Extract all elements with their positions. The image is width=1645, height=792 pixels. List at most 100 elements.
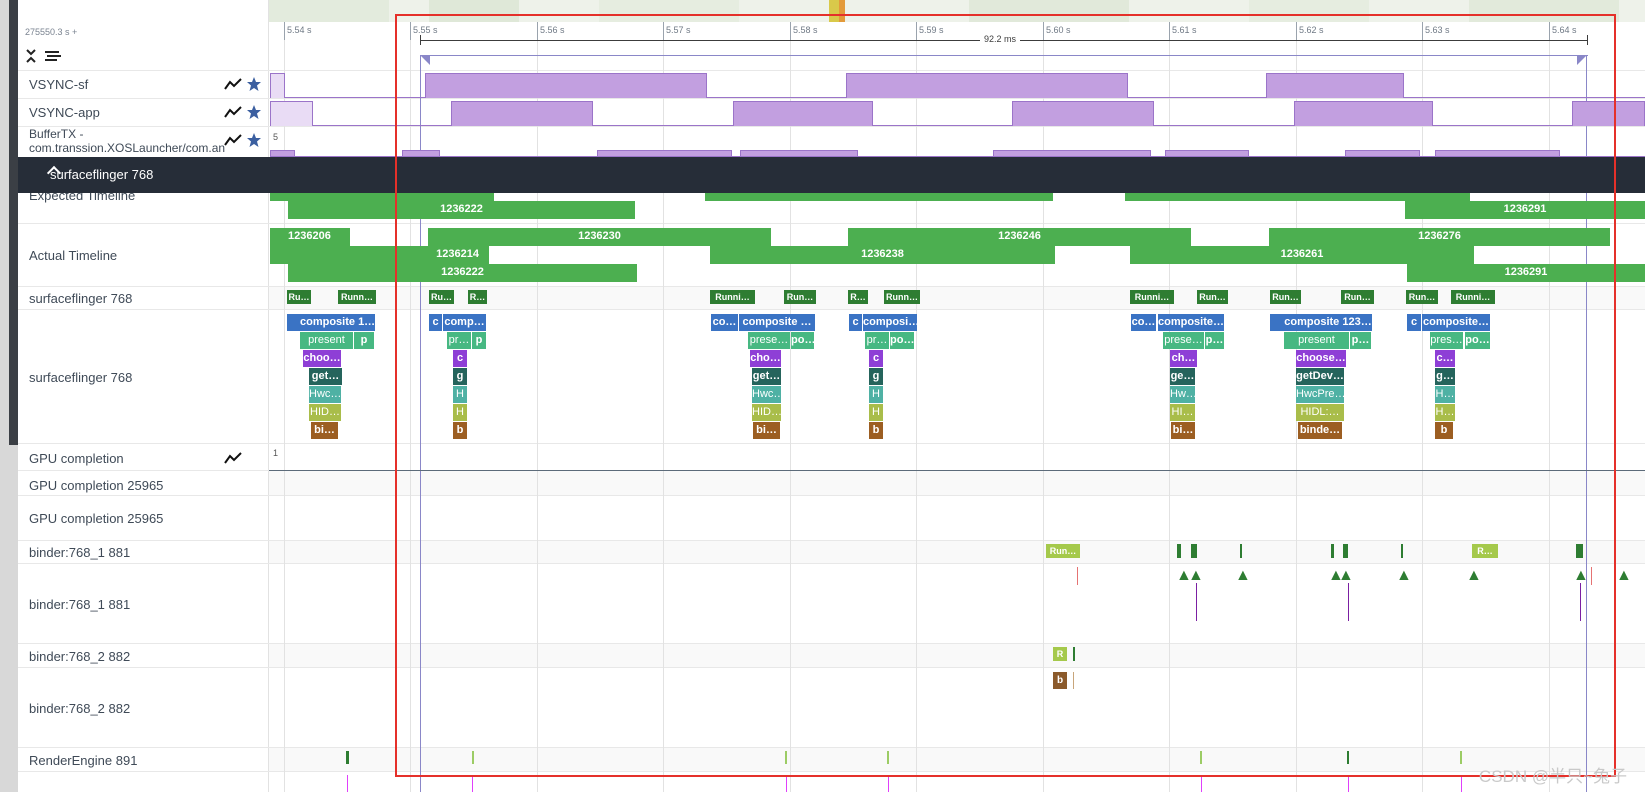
binder-slice[interactable]: bi… bbox=[311, 422, 338, 439]
running-slice[interactable]: Ru… bbox=[429, 290, 454, 304]
instant-event-icon[interactable]: ▲ bbox=[1573, 567, 1589, 584]
expected-frame[interactable]: 1236291 bbox=[1405, 201, 1645, 219]
track-label-gpu-completion[interactable]: GPU completion bbox=[29, 451, 124, 466]
buffertx-bar[interactable] bbox=[993, 150, 1151, 157]
present-slice[interactable]: prese… bbox=[748, 332, 790, 349]
chart-line-icon[interactable] bbox=[224, 451, 242, 468]
actual-frame[interactable]: 1236230 bbox=[428, 228, 771, 246]
post-slice[interactable]: po… bbox=[1465, 332, 1490, 349]
composite-slice[interactable] bbox=[1270, 314, 1284, 331]
track-label-binder-881-thread[interactable]: binder:768_1 881 bbox=[29, 597, 131, 612]
choose-slice[interactable]: cho… bbox=[750, 350, 781, 367]
track-label-actual[interactable]: Actual Timeline bbox=[29, 248, 118, 263]
composite-slice[interactable]: c bbox=[1407, 314, 1421, 331]
actual-frame[interactable]: 1236238 bbox=[710, 246, 1055, 264]
track-label-buffertx[interactable]: BufferTX - bbox=[29, 127, 84, 141]
instant-event-icon[interactable]: ▲ bbox=[1466, 567, 1482, 584]
selection-start-handle[interactable] bbox=[420, 55, 430, 65]
buffertx-bar[interactable] bbox=[402, 150, 440, 157]
running-slice[interactable]: Run… bbox=[1046, 544, 1080, 558]
composite-slice[interactable]: co… bbox=[711, 314, 738, 331]
overview-minimap[interactable] bbox=[269, 0, 1645, 22]
process-group-header[interactable]: surfaceflinger 768 bbox=[18, 157, 1645, 193]
running-slice[interactable]: Runni… bbox=[1451, 290, 1495, 304]
composite-slice[interactable] bbox=[287, 314, 300, 331]
composite-slice[interactable]: composite 123… bbox=[1284, 314, 1372, 331]
vsync-app-pulse[interactable] bbox=[451, 101, 593, 126]
binder-slice[interactable]: b bbox=[869, 422, 883, 439]
present-slice[interactable]: prese… bbox=[1163, 332, 1204, 349]
hwc-slice[interactable]: H bbox=[869, 386, 883, 403]
running-slice[interactable]: Run… bbox=[1270, 290, 1301, 304]
actual-frame[interactable]: 1236222 bbox=[288, 264, 637, 282]
choose-slice[interactable]: ch… bbox=[1170, 350, 1197, 367]
binder-slice[interactable]: b bbox=[453, 422, 467, 439]
instant-event-icon[interactable]: ▲ bbox=[1616, 567, 1632, 584]
hidl-slice[interactable]: H bbox=[869, 404, 883, 421]
selection-end-handle[interactable] bbox=[1577, 55, 1587, 65]
collapse-all-icon[interactable] bbox=[25, 48, 37, 67]
composite-slice[interactable]: c bbox=[849, 314, 862, 331]
running-slice[interactable]: Run… bbox=[784, 290, 816, 304]
actual-frame[interactable]: 1236206 bbox=[270, 228, 350, 246]
binder-slice[interactable]: bi… bbox=[1171, 422, 1195, 439]
hidl-slice[interactable]: H… bbox=[1435, 404, 1455, 421]
buffertx-bar[interactable] bbox=[740, 150, 858, 157]
star-icon[interactable] bbox=[246, 132, 262, 151]
buffertx-bar[interactable] bbox=[270, 150, 295, 157]
hidl-slice[interactable]: HIDL:… bbox=[1296, 404, 1344, 421]
running-slice[interactable]: Run… bbox=[1197, 290, 1228, 304]
get-slice[interactable]: ge… bbox=[1170, 368, 1195, 385]
composite-slice[interactable]: composi… bbox=[863, 314, 917, 331]
instant-event-icon[interactable]: ▲ bbox=[1176, 567, 1192, 584]
hwc-slice[interactable]: Hwc… bbox=[309, 386, 341, 403]
get-slice[interactable]: get… bbox=[752, 368, 781, 385]
running-slice[interactable]: R… bbox=[848, 290, 868, 304]
running-slice[interactable]: Run… bbox=[1341, 290, 1374, 304]
actual-frame[interactable]: 1236246 bbox=[848, 228, 1191, 246]
actual-frame[interactable]: 1236261 bbox=[1130, 246, 1474, 264]
expected-frame[interactable]: 1236222 bbox=[288, 201, 635, 219]
buffertx-bar[interactable] bbox=[1165, 150, 1249, 157]
lines-icon[interactable] bbox=[45, 51, 61, 66]
vsync-app-pulse[interactable] bbox=[733, 101, 873, 126]
instant-event-icon[interactable]: ▲ bbox=[1188, 567, 1204, 584]
track-label-binder-882-thread[interactable]: binder:768_2 882 bbox=[29, 701, 131, 716]
hidl-slice[interactable]: HID… bbox=[309, 404, 341, 421]
post-slice[interactable]: p… bbox=[1205, 332, 1224, 349]
actual-frame[interactable]: 1236291 bbox=[1407, 264, 1645, 282]
track-label-render-engine[interactable]: RenderEngine 891 bbox=[29, 753, 138, 768]
composite-slice[interactable]: c bbox=[429, 314, 442, 331]
sidebar-grip[interactable] bbox=[9, 0, 18, 445]
composite-slice[interactable]: composite… bbox=[1158, 314, 1224, 331]
choose-slice[interactable]: c… bbox=[1435, 350, 1455, 367]
running-slice[interactable]: R… bbox=[1472, 544, 1498, 558]
get-slice[interactable]: get… bbox=[309, 368, 342, 385]
instant-event-icon[interactable]: ▲ bbox=[1338, 567, 1354, 584]
binder-slice[interactable]: b bbox=[1435, 422, 1453, 439]
post-slice[interactable]: p bbox=[354, 332, 374, 349]
track-label-sf-state[interactable]: surfaceflinger 768 bbox=[29, 291, 133, 306]
track-label-binder-882-state[interactable]: binder:768_2 882 bbox=[29, 649, 131, 664]
running-slice[interactable]: Ru… bbox=[287, 290, 311, 304]
instant-event-icon[interactable]: ▲ bbox=[1235, 567, 1251, 584]
hwc-slice[interactable]: Hwc… bbox=[752, 386, 781, 403]
composite-slice[interactable]: comp… bbox=[443, 314, 486, 331]
hwc-slice[interactable]: Hw… bbox=[1170, 386, 1195, 403]
track-label-vsync-sf[interactable]: VSYNC-sf bbox=[29, 77, 89, 92]
choose-slice[interactable]: choo… bbox=[303, 350, 341, 367]
vsync-sf-pulse[interactable] bbox=[270, 73, 285, 98]
actual-frame[interactable]: 1236276 bbox=[1269, 228, 1610, 246]
vsync-app-pulse[interactable] bbox=[1572, 101, 1645, 126]
present-slice[interactable]: pr… bbox=[447, 332, 471, 349]
hwc-slice[interactable]: H… bbox=[1435, 386, 1455, 403]
running-slice[interactable]: Runn… bbox=[884, 290, 920, 304]
running-slice[interactable]: R… bbox=[468, 290, 487, 304]
track-label-sf-thread[interactable]: surfaceflinger 768 bbox=[29, 370, 133, 385]
vsync-app-pulse[interactable] bbox=[270, 101, 313, 126]
running-slice[interactable]: Runni… bbox=[1130, 290, 1174, 304]
composite-slice[interactable]: composite… bbox=[1422, 314, 1490, 331]
binder-slice[interactable]: bi… bbox=[753, 422, 780, 439]
vsync-app-pulse[interactable] bbox=[1012, 101, 1154, 126]
instant-event-icon[interactable]: ▲ bbox=[1396, 567, 1412, 584]
